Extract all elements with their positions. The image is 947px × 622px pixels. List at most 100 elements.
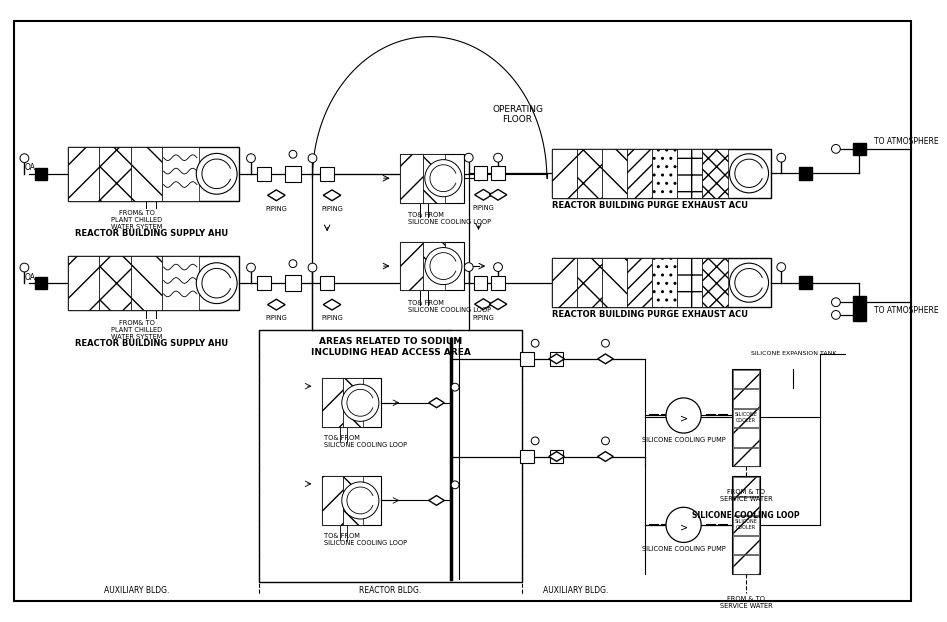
Bar <box>35 168 46 180</box>
Bar <box>343 476 364 525</box>
Text: REACTOR BUILDING PURGE EXHAUST ACU: REACTOR BUILDING PURGE EXHAUST ACU <box>552 310 748 320</box>
Text: OA: OA <box>25 273 35 282</box>
Text: PIPING: PIPING <box>321 315 343 322</box>
Bar <box>68 147 99 201</box>
Text: FROM& TO
PLANT CHILLED
WATER SYSTEM: FROM& TO PLANT CHILLED WATER SYSTEM <box>111 320 162 340</box>
Bar <box>853 142 866 156</box>
Bar <box>552 149 577 198</box>
Polygon shape <box>474 299 492 310</box>
Bar <box>422 154 445 203</box>
Circle shape <box>666 398 701 433</box>
Bar <box>732 369 759 466</box>
Bar <box>322 378 343 427</box>
Circle shape <box>308 154 317 162</box>
Text: FROM& TO
PLANT CHILLED
WATER SYSTEM: FROM& TO PLANT CHILLED WATER SYSTEM <box>111 210 162 230</box>
Bar <box>552 258 577 307</box>
Text: PIPING: PIPING <box>473 205 494 211</box>
Bar <box>799 276 812 289</box>
Polygon shape <box>598 354 614 364</box>
Bar <box>799 167 812 180</box>
Circle shape <box>196 262 237 304</box>
Bar <box>474 276 488 289</box>
Bar <box>677 149 703 198</box>
Bar <box>68 147 240 201</box>
Bar <box>343 378 364 427</box>
Bar <box>552 149 772 198</box>
Bar <box>577 258 602 307</box>
Text: SILICONE COOLING PUMP: SILICONE COOLING PUMP <box>642 546 725 552</box>
Text: OPERATING
FLOOR: OPERATING FLOOR <box>492 105 543 124</box>
Text: TO& FROM
SILICONE COOLING LOOP: TO& FROM SILICONE COOLING LOOP <box>324 435 407 448</box>
Polygon shape <box>549 452 564 462</box>
Circle shape <box>464 262 474 271</box>
Text: TO& FROM
SILICONE COOLING LOOP: TO& FROM SILICONE COOLING LOOP <box>324 532 407 545</box>
Text: REACTOR BUILDING SUPPLY AHU: REACTOR BUILDING SUPPLY AHU <box>75 339 228 348</box>
Bar <box>401 242 464 290</box>
Bar <box>521 450 534 463</box>
Polygon shape <box>429 496 444 505</box>
Polygon shape <box>549 354 564 364</box>
Bar <box>257 167 271 180</box>
Text: TO& FROM
SILICONE COOLING LOOP: TO& FROM SILICONE COOLING LOOP <box>408 212 491 225</box>
Circle shape <box>531 340 539 347</box>
Polygon shape <box>323 190 341 201</box>
Circle shape <box>425 160 462 197</box>
Bar <box>552 258 772 307</box>
Bar <box>550 450 563 463</box>
Polygon shape <box>598 452 614 462</box>
Polygon shape <box>429 398 444 407</box>
Bar <box>162 147 199 201</box>
Text: PIPING: PIPING <box>265 315 287 322</box>
Text: AUXILIARY BLDG.: AUXILIARY BLDG. <box>544 586 609 595</box>
Circle shape <box>777 153 786 162</box>
Text: REACTOR BUILDING PURGE EXHAUST ACU: REACTOR BUILDING PURGE EXHAUST ACU <box>552 201 748 210</box>
Bar <box>677 258 703 307</box>
Bar <box>733 409 759 427</box>
Text: SILICONE
COOLER: SILICONE COOLER <box>735 519 758 531</box>
Text: REACTOR BLDG.: REACTOR BLDG. <box>360 586 421 595</box>
Bar <box>68 256 99 310</box>
Bar <box>131 147 162 201</box>
Bar <box>577 149 602 198</box>
Bar <box>99 147 131 201</box>
Polygon shape <box>490 190 507 200</box>
Text: REACTOR BUILDING SUPPLY AHU: REACTOR BUILDING SUPPLY AHU <box>75 230 228 238</box>
Text: AREAS RELATED TO SODIUM
INCLUDING HEAD ACCESS AREA: AREAS RELATED TO SODIUM INCLUDING HEAD A… <box>311 337 471 357</box>
Circle shape <box>831 310 840 319</box>
Polygon shape <box>268 190 285 201</box>
Bar <box>401 154 464 203</box>
Bar <box>652 258 677 307</box>
Bar <box>322 476 343 525</box>
Text: TO& FROM
SILICONE COOLING LOOP: TO& FROM SILICONE COOLING LOOP <box>408 300 491 313</box>
Bar <box>627 258 652 307</box>
Bar <box>320 276 334 290</box>
Polygon shape <box>490 299 507 310</box>
Bar <box>131 256 162 310</box>
Polygon shape <box>474 190 492 200</box>
Circle shape <box>451 383 459 391</box>
Circle shape <box>246 154 256 162</box>
Bar <box>550 352 563 366</box>
Bar <box>703 258 727 307</box>
Circle shape <box>493 153 503 162</box>
Text: PIPING: PIPING <box>473 315 494 321</box>
Bar <box>68 256 240 310</box>
Bar <box>733 496 759 515</box>
Text: SILICONE COOLING PUMP: SILICONE COOLING PUMP <box>642 437 725 443</box>
Circle shape <box>289 260 296 267</box>
Bar <box>474 167 488 180</box>
Bar <box>733 555 759 573</box>
Circle shape <box>601 340 609 347</box>
Bar <box>99 256 131 310</box>
Circle shape <box>831 298 840 307</box>
Text: TO ATMOSPHERE: TO ATMOSPHERE <box>874 305 938 315</box>
Bar <box>257 276 271 290</box>
Text: FROM & TO
SERVICE WATER: FROM & TO SERVICE WATER <box>720 489 773 502</box>
Bar <box>401 242 422 290</box>
Text: PIPING: PIPING <box>321 206 343 212</box>
Circle shape <box>20 263 28 272</box>
Bar <box>853 309 866 321</box>
Bar <box>401 154 422 203</box>
Circle shape <box>342 482 379 519</box>
Bar <box>322 476 381 525</box>
